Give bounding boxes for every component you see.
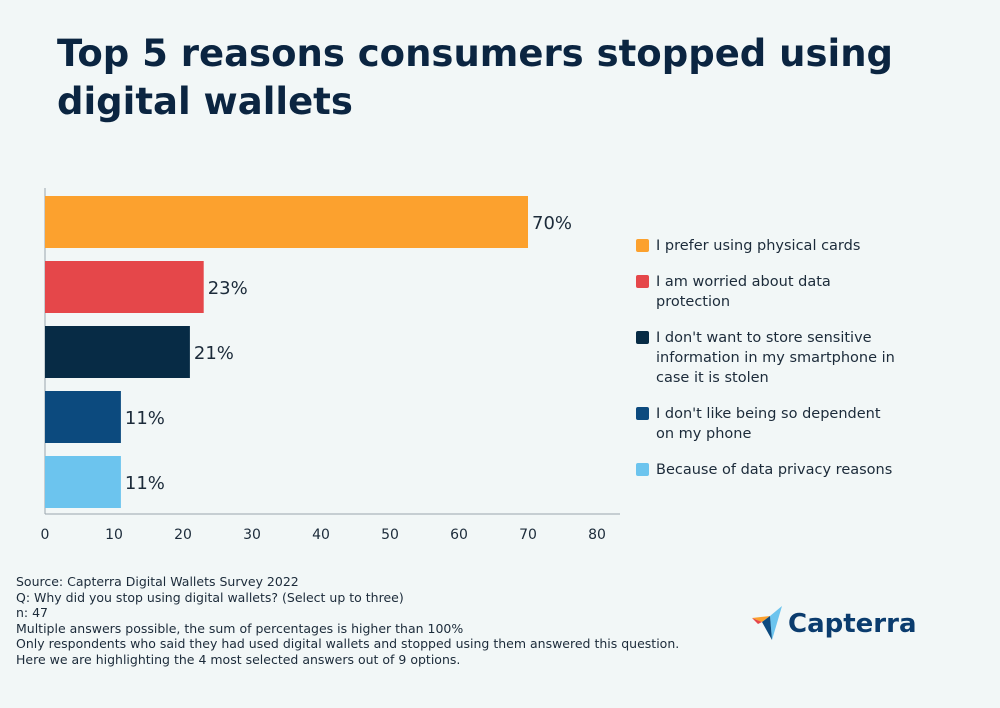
legend-item: Because of data privacy reasons [636, 460, 896, 480]
bar [45, 196, 528, 248]
legend-item: I am worried about data protection [636, 272, 896, 312]
multiple-answers-note: Multiple answers possible, the sum of pe… [16, 620, 464, 636]
legend-label: I don't want to store sensitive informat… [656, 330, 895, 386]
data-label: 11% [125, 408, 165, 429]
legend-swatch [636, 463, 649, 476]
legend-item: I don't like being so dependent on my ph… [636, 404, 896, 444]
capterra-logo-text: Capterra [788, 609, 917, 639]
question-note: Q: Why did you stop using digital wallet… [16, 589, 404, 605]
legend-label: Because of data privacy reasons [656, 462, 893, 478]
capterra-logo: Capterra [752, 606, 917, 642]
legend-swatch [636, 239, 649, 252]
legend-item: I don't want to store sensitive informat… [636, 328, 896, 388]
x-tick-label: 70 [519, 527, 537, 543]
legend-swatch [636, 407, 649, 420]
legend-label: I prefer using physical cards [656, 238, 861, 254]
data-label: 11% [125, 473, 165, 494]
data-label: 21% [194, 343, 234, 364]
x-tick-label: 60 [450, 527, 468, 543]
x-tick-label: 40 [312, 527, 330, 543]
bar [45, 326, 190, 378]
respondents-note: Only respondents who said they had used … [16, 636, 680, 651]
x-tick-label: 0 [41, 527, 50, 543]
footnotes: Source: Capterra Digital Wallets Survey … [16, 574, 679, 667]
sample-size-note: n: 47 [16, 605, 49, 620]
x-tick-label: 80 [588, 527, 606, 543]
legend-swatch [636, 275, 649, 288]
x-tick-label: 10 [105, 527, 123, 543]
legend-item: I prefer using physical cards [636, 236, 896, 256]
capterra-logo-icon [752, 606, 782, 640]
legend: I prefer using physical cards I am worrie… [636, 236, 896, 496]
source-note: Source: Capterra Digital Wallets Survey … [16, 574, 299, 589]
x-tick-label: 30 [243, 527, 261, 543]
data-label: 70% [532, 213, 572, 234]
x-tick-label: 50 [381, 527, 399, 543]
bar [45, 261, 204, 313]
legend-swatch [636, 331, 649, 344]
x-tick-label: 20 [174, 527, 192, 543]
bar [45, 391, 121, 443]
bar [45, 456, 121, 508]
data-label: 23% [208, 278, 248, 299]
legend-label: I am worried about data protection [656, 274, 831, 310]
highlight-note: Here we are highlighting the 4 most sele… [16, 651, 461, 667]
chart-title: Top 5 reasons consumers stopped using di… [57, 32, 894, 123]
legend-label: I don't like being so dependent on my ph… [656, 406, 881, 442]
